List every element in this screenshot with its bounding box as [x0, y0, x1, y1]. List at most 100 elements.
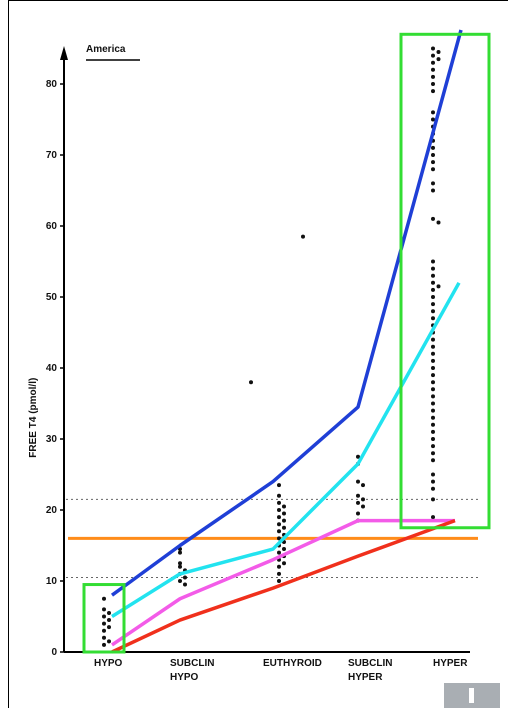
data-point [277, 579, 281, 583]
data-point [431, 316, 435, 321]
data-point [178, 564, 182, 569]
data-point [178, 579, 182, 583]
data-point [431, 259, 435, 264]
y-axis-arrow [60, 46, 68, 60]
y-tick-label: 30 [46, 434, 58, 445]
axes: 0 10 20 30 40 50 60 70 80 [46, 46, 470, 658]
data-point [431, 437, 435, 441]
data-point [431, 366, 435, 370]
data-point [249, 380, 253, 385]
data-point [431, 486, 435, 491]
data-point [102, 621, 106, 626]
data-point [356, 500, 360, 505]
data-point [277, 550, 281, 555]
data-point [431, 295, 435, 299]
data-point [277, 515, 281, 520]
data-point [277, 529, 281, 534]
y-tick-label: 80 [46, 79, 58, 90]
data-point [356, 493, 360, 498]
category-label: EUTHYROID [263, 658, 322, 669]
top-border [8, 0, 508, 1]
labels: America FREE T4 (pmol/l) HYPO SUBCLIN HYPO EU… [28, 44, 468, 683]
category-label: SUBCLIN [170, 658, 214, 669]
data-point [431, 373, 435, 378]
y-tick-label: 20 [46, 505, 58, 516]
category-label: HYPER [348, 672, 383, 683]
data-point [277, 493, 281, 498]
data-point [107, 639, 111, 644]
data-point [183, 575, 187, 580]
data-point [431, 344, 435, 349]
data-point [431, 337, 435, 342]
data-point [436, 284, 441, 289]
data-point [436, 57, 441, 62]
data-point [431, 429, 435, 434]
data-point [102, 628, 106, 633]
y-tick-label: 0 [51, 647, 57, 658]
data-point [102, 642, 106, 647]
thyroid-chart: 0 10 20 30 40 50 60 70 80 America FREE T4 (pmol/l… [28, 29, 491, 683]
data-point [436, 220, 441, 225]
highlight-box [82, 583, 126, 654]
data-point [431, 451, 435, 456]
left-border [8, 0, 9, 708]
data-point [431, 273, 435, 278]
data-point [277, 508, 281, 512]
data-point [436, 50, 441, 55]
data-point [431, 145, 435, 150]
category-label: HYPO [94, 658, 123, 669]
data-point [431, 82, 435, 86]
data-point [431, 401, 435, 406]
data-point [282, 504, 286, 509]
trend-line [111, 518, 455, 647]
data-point [431, 422, 435, 427]
data-point [431, 351, 435, 356]
data-point [431, 110, 435, 115]
data-point [431, 380, 435, 385]
page-badge [444, 683, 500, 708]
data-point [107, 625, 111, 630]
data-point [431, 60, 435, 65]
data-point [431, 408, 435, 413]
data-point [107, 610, 111, 615]
data-point [282, 525, 286, 530]
data-point [431, 67, 435, 72]
data-point [431, 358, 435, 363]
y-tick-label: 50 [46, 292, 58, 303]
data-point [282, 547, 286, 552]
y-axis-label: FREE T4 (pmol/l) [28, 378, 39, 458]
y-tick-label: 10 [46, 576, 58, 587]
data-point [102, 607, 106, 612]
data-point [431, 160, 435, 165]
data-point [277, 536, 281, 541]
data-point [356, 479, 360, 484]
data-point [361, 483, 365, 488]
data-points [102, 46, 441, 647]
data-point [431, 387, 435, 392]
data-point [431, 458, 435, 463]
reference-lines [66, 498, 478, 578]
data-point [356, 454, 360, 459]
highlight-box [399, 32, 491, 530]
category-label: SUBCLIN [348, 658, 392, 669]
data-point [102, 635, 106, 640]
y-tick-label: 70 [46, 150, 58, 161]
chart-title: America [86, 44, 126, 55]
data-point [107, 618, 111, 623]
data-point [431, 444, 435, 449]
data-point [277, 564, 281, 569]
trend-line [110, 29, 463, 597]
data-point [102, 614, 106, 619]
data-point [102, 596, 106, 601]
data-point [282, 561, 286, 566]
y-tick-label: 60 [46, 221, 58, 232]
data-point [431, 53, 435, 58]
data-point [431, 479, 435, 484]
data-point [178, 550, 182, 555]
data-point [431, 216, 435, 221]
data-point [178, 561, 182, 566]
trend-lines [110, 29, 463, 654]
data-point [431, 302, 435, 307]
data-point [282, 518, 286, 523]
data-point [431, 167, 435, 172]
